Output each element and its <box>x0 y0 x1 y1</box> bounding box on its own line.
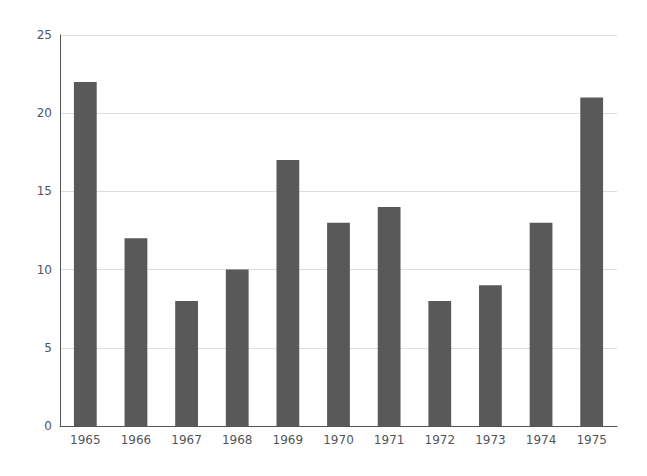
svg-text:1965: 1965 <box>70 433 101 447</box>
svg-text:15: 15 <box>37 184 52 198</box>
svg-text:1969: 1969 <box>273 433 304 447</box>
svg-text:20: 20 <box>37 106 52 120</box>
svg-text:0: 0 <box>44 419 52 433</box>
svg-text:1968: 1968 <box>222 433 253 447</box>
svg-text:1970: 1970 <box>323 433 354 447</box>
svg-text:1972: 1972 <box>424 433 455 447</box>
svg-text:1975: 1975 <box>576 433 607 447</box>
svg-text:5: 5 <box>44 341 52 355</box>
svg-text:1971: 1971 <box>374 433 405 447</box>
svg-text:10: 10 <box>37 263 52 277</box>
svg-text:1966: 1966 <box>121 433 152 447</box>
svg-text:1974: 1974 <box>526 433 557 447</box>
svg-text:1973: 1973 <box>475 433 506 447</box>
svg-text:25: 25 <box>37 28 52 42</box>
svg-text:1967: 1967 <box>171 433 202 447</box>
